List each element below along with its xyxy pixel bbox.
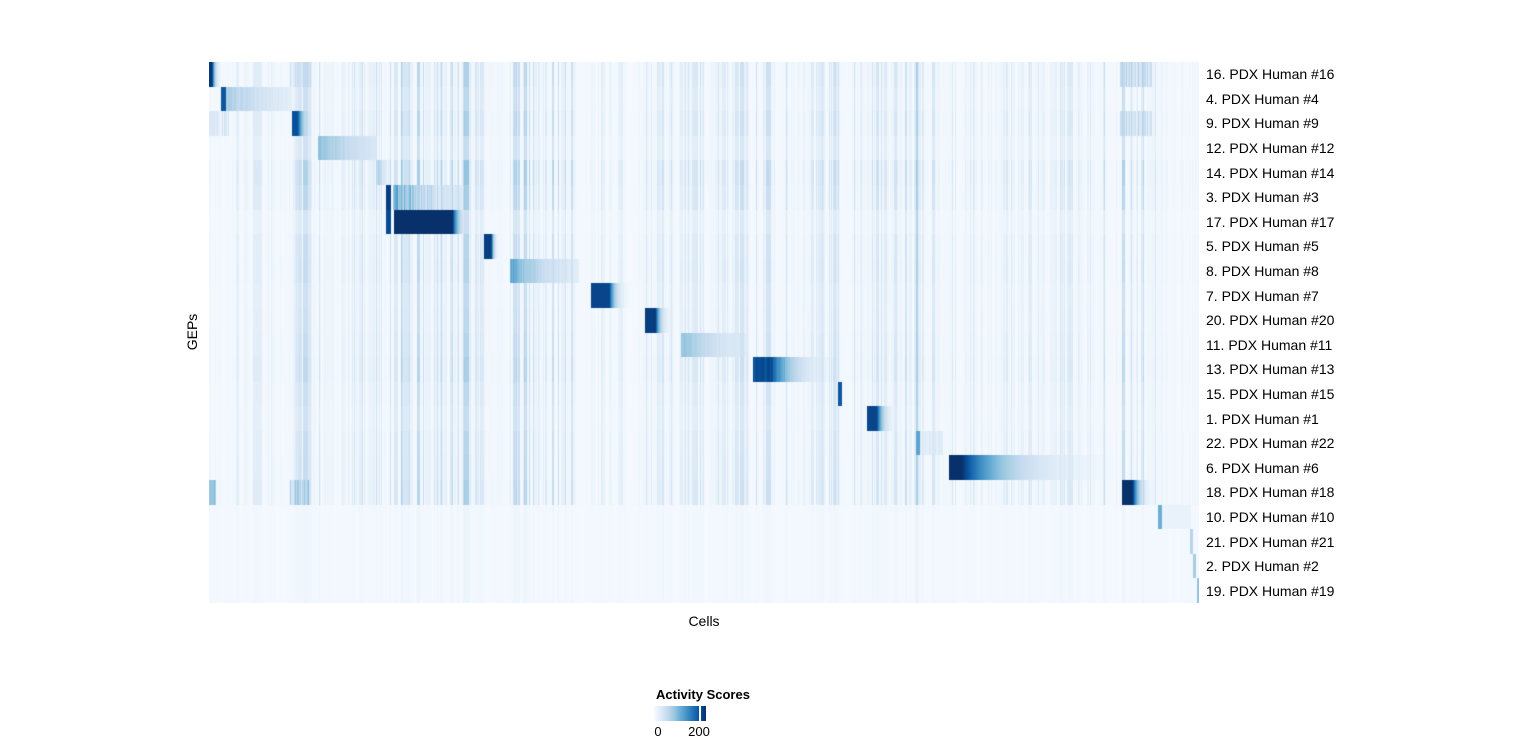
row-label: 2. PDX Human #2 <box>1206 558 1319 575</box>
row-label: 8. PDX Human #8 <box>1206 263 1319 280</box>
row-label: 4. PDX Human #4 <box>1206 90 1319 107</box>
row-label: 15. PDX Human #15 <box>1206 385 1335 402</box>
row-label: 7. PDX Human #7 <box>1206 287 1319 304</box>
row-label: 22. PDX Human #22 <box>1206 435 1335 452</box>
legend-title: Activity Scores <box>656 687 750 702</box>
row-label: 19. PDX Human #19 <box>1206 582 1335 599</box>
colorbar-tick-mark <box>698 705 701 721</box>
heatmap-plot-area <box>209 62 1199 603</box>
row-label: 6. PDX Human #6 <box>1206 459 1319 476</box>
colorbar-gradient <box>654 705 706 721</box>
x-axis-label: Cells <box>688 613 720 629</box>
row-label: 14. PDX Human #14 <box>1206 164 1335 181</box>
colorbar-tick-labels: 0 200 <box>654 723 774 739</box>
y-axis-label-text: GEPs <box>184 313 200 351</box>
colorbar-legend: Activity Scores 0 200 <box>654 687 774 739</box>
row-label: 1. PDX Human #1 <box>1206 410 1319 427</box>
row-label: 21. PDX Human #21 <box>1206 533 1335 550</box>
row-label: 3. PDX Human #3 <box>1206 189 1319 206</box>
row-label: 5. PDX Human #5 <box>1206 238 1319 255</box>
row-label: 20. PDX Human #20 <box>1206 312 1335 329</box>
row-label: 9. PDX Human #9 <box>1206 115 1319 132</box>
row-label: 11. PDX Human #11 <box>1206 336 1333 353</box>
row-label: 13. PDX Human #13 <box>1206 361 1335 378</box>
colorbar-tick-label-200: 200 <box>688 723 710 739</box>
row-label: 16. PDX Human #16 <box>1206 66 1335 83</box>
row-label: 17. PDX Human #17 <box>1206 213 1335 230</box>
row-label: 10. PDX Human #10 <box>1206 508 1335 525</box>
row-label: 18. PDX Human #18 <box>1206 484 1335 501</box>
colorbar-tick-label-0: 0 <box>654 723 662 739</box>
row-label: 12. PDX Human #12 <box>1206 140 1335 157</box>
